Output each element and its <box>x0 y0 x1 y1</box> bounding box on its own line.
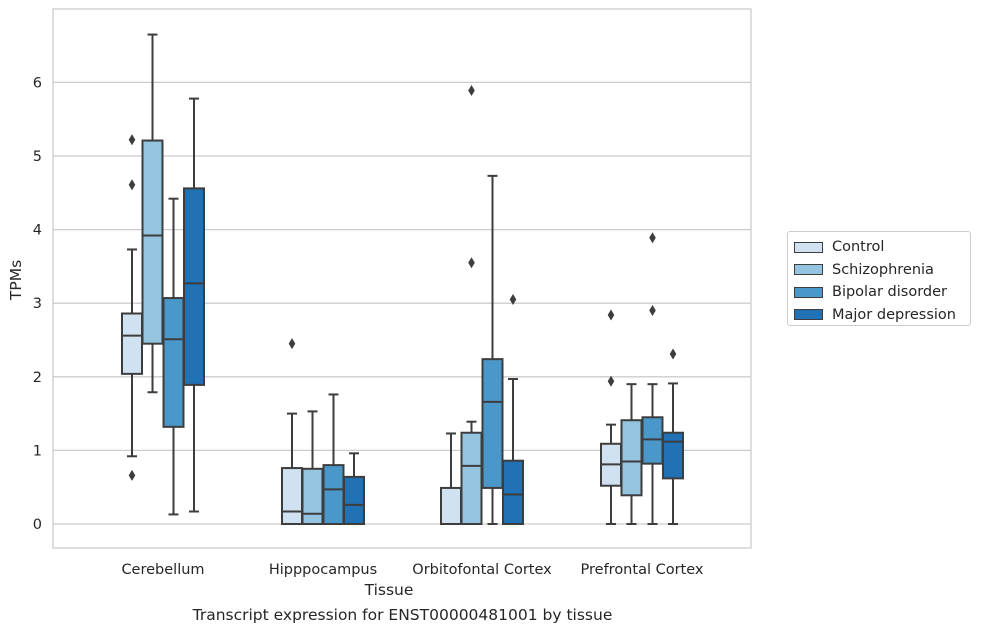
box-3-1 <box>343 452 365 525</box>
box-body <box>620 419 643 497</box>
box-body <box>502 459 524 526</box>
y-tick-label: 4 <box>33 223 42 239</box>
box-2-3 <box>641 232 664 525</box>
outlier-marker <box>128 469 136 481</box>
y-tick-label: 6 <box>33 75 42 91</box>
box-2-0 <box>162 197 185 516</box>
y-tick-label: 3 <box>33 296 42 312</box>
outlier-marker <box>649 305 656 317</box>
box-3-0 <box>183 97 205 513</box>
boxes-layer <box>121 33 684 526</box>
legend: Control Schizophrenia Bipolar disorder M… <box>787 231 971 326</box>
box-3-3 <box>662 348 684 525</box>
x-axis-label: Tissue <box>364 581 414 599</box>
y-ticks: 0 1 2 3 4 5 6 <box>33 75 42 533</box>
legend-label: Control <box>832 239 885 256</box>
box-body <box>322 464 345 525</box>
box-body <box>301 467 324 525</box>
box-body <box>162 297 185 428</box>
legend-item-bipolar-disorder: Bipolar disorder <box>794 281 964 304</box>
x-ticks: Cerebellum Hipppocampus Orbitofontal Corte… <box>121 562 703 578</box>
box-body <box>662 431 684 480</box>
box-1-0 <box>141 33 164 394</box>
outlier-marker <box>649 232 656 244</box>
box-1-3 <box>620 383 643 525</box>
box-1-1 <box>301 410 324 525</box>
legend-item-schizophrenia: Schizophrenia <box>794 259 964 282</box>
outlier-marker <box>128 179 136 191</box>
legend-label: Major depression <box>832 306 956 323</box>
legend-label: Schizophrenia <box>832 261 934 278</box>
y-tick-label: 5 <box>33 149 42 165</box>
legend-swatch <box>794 286 823 298</box>
chart-caption: Transcript expression for ENST0000048100… <box>192 606 613 624</box>
legend-swatch <box>794 309 823 321</box>
outlier-marker <box>607 375 615 387</box>
box-body <box>121 312 143 375</box>
x-tick-label: Cerebellum <box>121 562 204 578</box>
box-0-2 <box>440 432 462 526</box>
x-tick-label: Hipppocampus <box>269 562 377 578</box>
box-0-3 <box>600 309 622 525</box>
box-1-2 <box>460 84 483 525</box>
legend-swatch <box>794 241 823 253</box>
box-body <box>440 486 462 526</box>
box-0-1 <box>281 338 303 525</box>
box-0-0 <box>121 134 143 481</box>
y-tick-label: 2 <box>33 370 42 386</box>
box-body <box>141 139 164 345</box>
box-2-1 <box>322 393 345 525</box>
box-3-2 <box>502 294 524 526</box>
x-tick-label: Prefrontal Cortex <box>581 562 704 578</box>
box-body <box>183 187 205 386</box>
legend-label: Bipolar disorder <box>832 284 947 301</box>
outlier-marker <box>669 348 677 360</box>
y-tick-label: 1 <box>33 443 42 459</box>
outlier-marker <box>128 134 136 146</box>
outlier-marker <box>468 84 475 96</box>
plot-frame <box>52 8 752 549</box>
x-tick-label: Orbitofontal Cortex <box>412 562 552 578</box>
legend-swatch <box>794 264 823 276</box>
outlier-marker <box>468 257 475 269</box>
box-body <box>343 475 365 525</box>
box-2-2 <box>481 174 504 525</box>
box-body <box>481 358 504 489</box>
outlier-marker <box>509 294 517 306</box>
legend-item-control: Control <box>794 236 964 259</box>
y-tick-label: 0 <box>33 517 42 533</box>
legend-item-major-depression: Major depression <box>794 304 964 327</box>
y-axis-label: TPMs <box>7 260 25 301</box>
box-body <box>460 431 483 525</box>
box-body <box>281 467 303 525</box>
outlier-marker <box>288 338 296 350</box>
outlier-marker <box>607 309 615 321</box>
box-body <box>641 416 664 465</box>
